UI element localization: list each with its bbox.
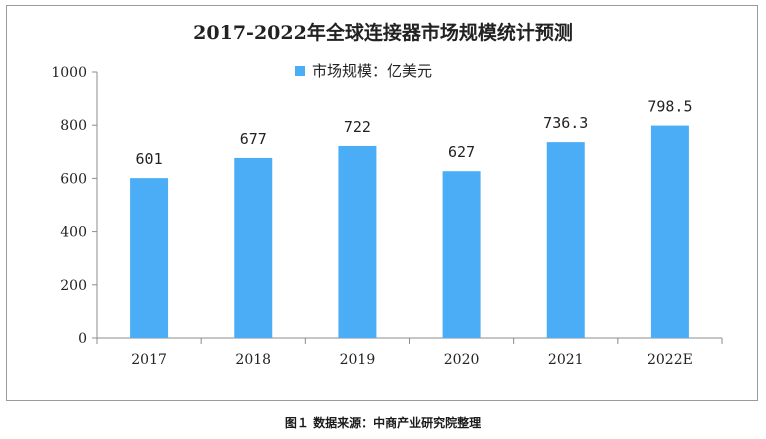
figure-caption: 图１ 数据来源：中商产业研究院整理 (284, 416, 482, 430)
data-label: 677 (240, 130, 267, 148)
y-tick-label: 600 (60, 171, 87, 187)
x-tick-label: 2021 (548, 352, 584, 368)
x-tick-label: 2022E (647, 352, 693, 368)
bars (130, 125, 689, 338)
legend-swatch (295, 66, 305, 76)
data-label: 736.3 (543, 114, 588, 132)
data-label: 627 (448, 143, 475, 161)
bar (546, 142, 585, 338)
y-tick-label: 1000 (51, 65, 87, 81)
bar (234, 157, 273, 338)
data-label: 798.5 (647, 98, 692, 116)
y-tick-label: 0 (78, 331, 87, 347)
y-tick-label: 400 (60, 225, 87, 241)
axes: 0 200 400 600 800 1000 (51, 65, 723, 347)
bar (650, 125, 689, 338)
bar (338, 145, 377, 338)
labels: 2017 601 2018 677 2019 722 2020 627 2021 736.3 202… (131, 98, 693, 368)
y-tick-label: 200 (60, 278, 87, 294)
bar (130, 178, 169, 338)
x-tick-label: 2020 (444, 352, 480, 368)
bar (442, 171, 481, 338)
x-tick-label: 2017 (131, 352, 167, 368)
data-label: 601 (136, 150, 163, 168)
x-tick-label: 2019 (340, 352, 376, 368)
x-tick-label: 2018 (235, 352, 271, 368)
chart-title: 2017-2022年全球连接器市场规模统计预测 (193, 21, 573, 44)
legend-label: 市场规模：亿美元 (312, 62, 432, 80)
data-label: 722 (344, 118, 371, 136)
bar-chart: 2017-2022年全球连接器市场规模统计预测 市场规模：亿美元 0 200 400… (51, 21, 723, 368)
y-tick-label: 800 (60, 118, 87, 134)
chart-frame: 2017-2022年全球连接器市场规模统计预测 市场规模：亿美元 0 200 400… (6, 5, 758, 401)
